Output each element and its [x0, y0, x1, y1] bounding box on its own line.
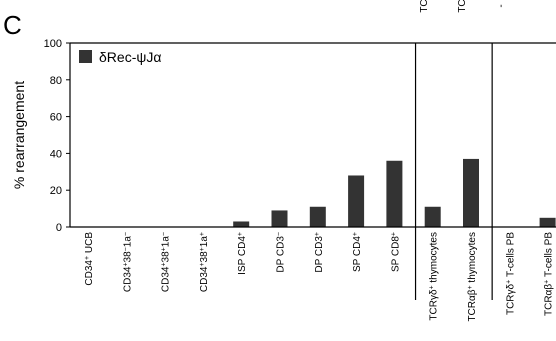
x-tick-label: TCRαβ+ thymocytes: [467, 232, 479, 322]
x-axis-ticks: CD34+ UCB CD34+38−1a− CD34+38+1a− CD34+38+1…: [84, 232, 555, 322]
axes: [69, 42, 556, 228]
bar: [463, 158, 479, 227]
x-tick-label: TCRγδ+ thymocytes: [428, 232, 440, 321]
x-tick-label: CD34+38−1a−: [122, 232, 134, 292]
y-tick-label: 0: [56, 222, 62, 234]
top-cut-labels: TC TC -: [419, 0, 507, 13]
bar: [271, 210, 288, 227]
y-tick-label: 40: [50, 148, 62, 160]
group-separators: [414, 43, 493, 300]
x-tick-label: TCRαβ+ T-cells PB: [543, 232, 555, 316]
x-tick-label: DP CD3−: [275, 232, 287, 273]
x-tick-label: DP CD3+: [313, 232, 325, 273]
top-cut-label: TC: [457, 0, 468, 13]
legend: δRec-ψJα: [79, 49, 161, 65]
x-tick-label: SP CD4+: [352, 232, 364, 272]
bar: [348, 175, 365, 227]
x-tick-label: SP CD8+: [390, 232, 402, 272]
x-tick-label: CD34+38+1a−: [160, 232, 172, 292]
y-axis-ticks: 0 20 40 60 80 100: [44, 38, 70, 234]
legend-swatch: [79, 50, 92, 63]
y-tick-label: 60: [50, 112, 62, 124]
bar: [539, 217, 556, 227]
bar: [309, 206, 326, 227]
y-tick-label: 20: [50, 185, 62, 197]
x-tick-label: CD34+38+1a+: [198, 232, 210, 292]
panel-label: C: [3, 10, 22, 40]
bars: [233, 158, 556, 227]
bar: [233, 221, 250, 227]
y-tick-label: 80: [50, 75, 62, 87]
y-tick-label: 100: [44, 38, 62, 50]
x-tick-label: TCRγδ+ T-cells PB: [505, 232, 517, 315]
bar: [386, 160, 403, 227]
top-cut-label: -: [496, 4, 507, 7]
bar: [424, 206, 441, 227]
y-axis-label: % rearrangement: [11, 81, 27, 189]
legend-label: δRec-ψJα: [99, 49, 161, 65]
x-tick-label: CD34+ UCB: [84, 232, 96, 286]
x-tick-label: ISP CD4+: [237, 232, 249, 275]
top-cut-label: TC: [419, 0, 430, 13]
